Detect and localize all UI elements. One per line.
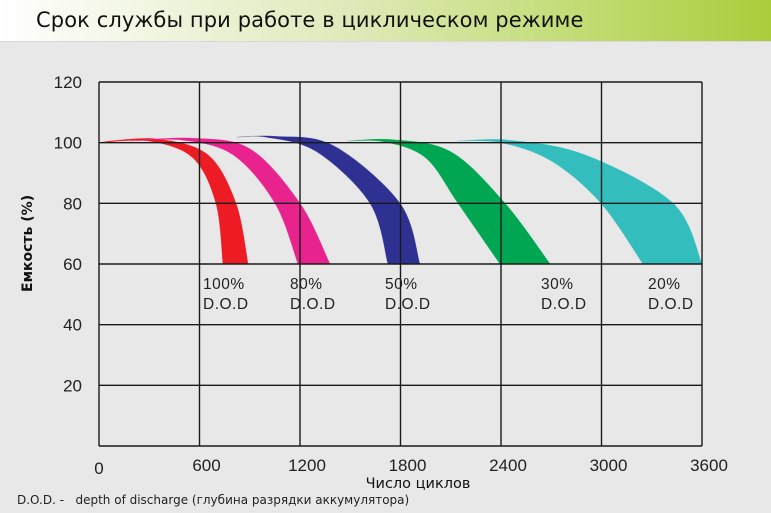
y-axis-ticks: 20 40 60 80 100 120 [54,73,82,395]
x-tick-label: 1200 [288,456,326,475]
y-tick-label: 40 [63,316,82,335]
band-label-dod: D.O.D [541,296,587,313]
y-axis-label: Емкость (%) [20,195,36,292]
y-tick-label: 80 [63,194,82,213]
page-title: Срок службы при работе в циклическом реж… [36,8,584,32]
band-label-dod: D.O.D [648,296,694,313]
y-tick-label: 20 [63,376,82,395]
y-tick-label: 120 [54,73,82,92]
band-50pct-dod [236,135,421,265]
footnote-text: depth of discharge (глубина разрядки акк… [75,493,410,507]
footnote: D.O.D. - depth of discharge (глубина раз… [17,493,409,507]
x-axis-ticks: 0 600 1200 1800 2400 3000 3600 [94,456,728,478]
y-tick-label: 60 [63,255,82,274]
title-banner: Срок службы при работе в циклическом реж… [0,0,771,42]
x-tick-label: 3600 [690,456,728,475]
band-label-percent: 80% [290,276,323,293]
band-100pct-dod [98,138,249,265]
band-label-dod: D.O.D [385,296,431,313]
band-label-percent: 100% [203,276,245,293]
band-labels: 100% D.O.D 80% D.O.D 50% D.O.D 30% D.O.D 20% D.O.… [203,276,694,313]
band-label-percent: 30% [541,276,574,293]
band-label-percent: 20% [648,276,681,293]
footnote-abbr: D.O.D. - [17,493,65,507]
band-label-dod: D.O.D [203,296,249,313]
band-label-percent: 50% [385,276,418,293]
chart-grid [98,81,703,447]
x-tick-label: 1800 [389,456,427,475]
band-label-dod: D.O.D [290,296,336,313]
x-tick-label: 2400 [489,456,527,475]
x-tick-label: 0 [94,459,103,478]
dod-bands [98,135,703,265]
y-tick-label: 100 [54,134,82,153]
x-tick-label: 3000 [590,456,628,475]
x-axis-label: Число циклов [366,476,471,492]
x-tick-label: 600 [192,456,220,475]
